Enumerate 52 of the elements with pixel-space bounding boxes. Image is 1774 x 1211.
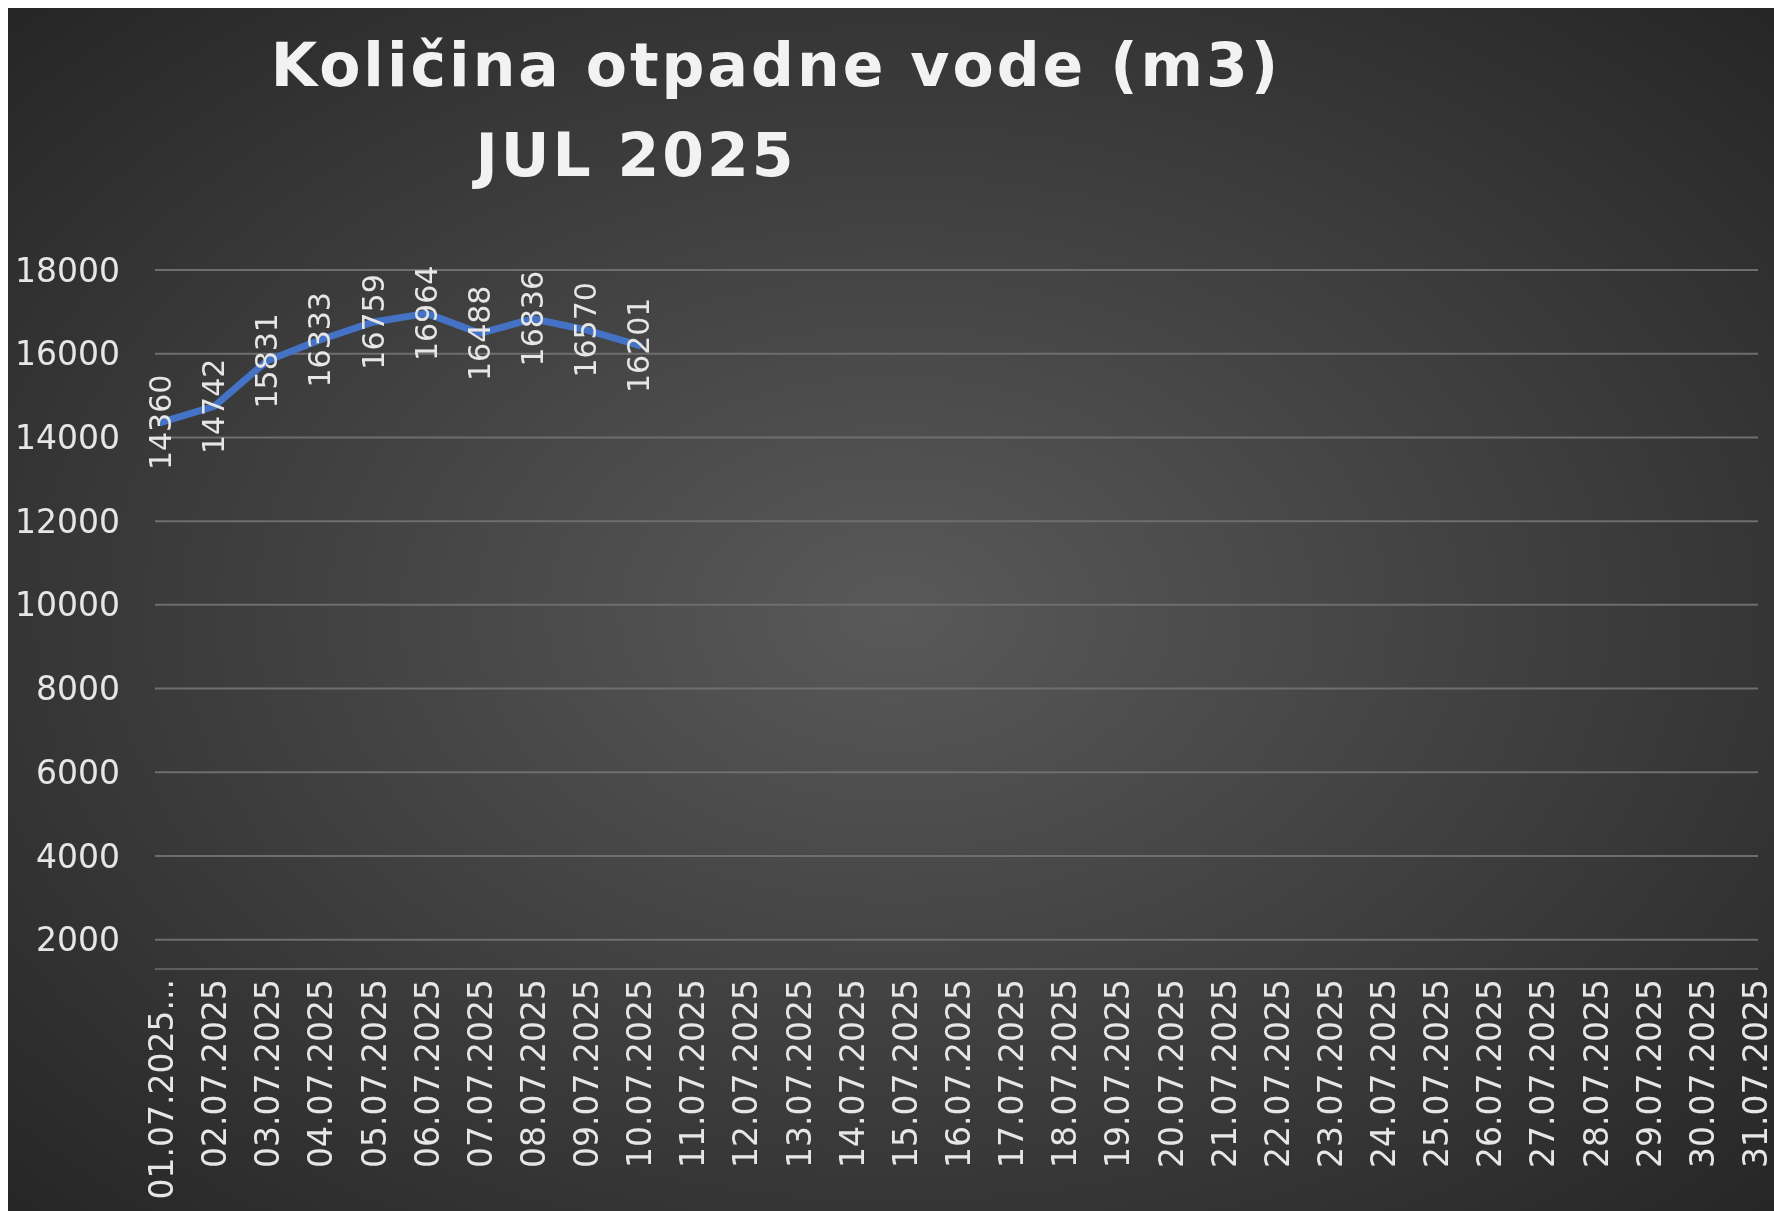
data-label: 16333 (302, 292, 338, 388)
x-tick-label: 01.07.2025... (142, 979, 181, 1200)
x-tick-label: 11.07.2025 (673, 979, 713, 1168)
x-tick-label: 28.07.2025 (1576, 979, 1616, 1168)
y-tick-label: 14000 (15, 417, 120, 457)
x-tick-label: 15.07.2025 (885, 979, 925, 1168)
x-tick-label: 23.07.2025 (1310, 979, 1350, 1168)
x-tick-label: 21.07.2025 (1204, 979, 1244, 1168)
data-label: 16488 (461, 285, 497, 382)
data-label: 15831 (249, 313, 285, 409)
data-label: 16759 (355, 274, 391, 370)
y-tick-label: 12000 (15, 501, 120, 541)
data-label: 16570 (568, 282, 604, 378)
x-tick-label: 22.07.2025 (1257, 979, 1297, 1168)
chart-title: Količina otpadne vode (m3) (270, 30, 1282, 100)
y-tick-label: 4000 (36, 836, 120, 876)
x-tick-label: 25.07.2025 (1417, 979, 1457, 1168)
chart-subtitle: JUL 2025 (471, 120, 797, 190)
x-tick-label: 05.07.2025 (354, 979, 394, 1168)
data-label: 16836 (514, 271, 550, 367)
data-label: 14742 (196, 358, 232, 455)
data-label: 14360 (143, 374, 178, 471)
x-tick-label: 16.07.2025 (939, 979, 978, 1168)
x-tick-label: 09.07.2025 (567, 979, 607, 1168)
y-tick-label: 10000 (15, 585, 120, 625)
y-tick-label: 6000 (36, 752, 120, 792)
x-tick-label: 31.07.2025 (1736, 979, 1774, 1168)
x-tick-label: 20.07.2025 (1151, 979, 1191, 1168)
x-tick-label: 14.07.2025 (832, 979, 872, 1168)
x-tick-label: 24.07.2025 (1364, 979, 1404, 1168)
x-tick-label: 03.07.2025 (248, 979, 288, 1168)
x-tick-label: 13.07.2025 (779, 979, 819, 1168)
x-tick-label: 18.07.2025 (1045, 979, 1085, 1168)
x-tick-label: 29.07.2025 (1629, 979, 1669, 1168)
x-tick-label: 17.07.2025 (992, 979, 1032, 1168)
x-tick-label: 19.07.2025 (1098, 979, 1138, 1168)
y-tick-label: 8000 (36, 669, 120, 709)
x-tick-label: 08.07.2025 (513, 979, 553, 1168)
x-tick-label: 04.07.2025 (301, 979, 341, 1168)
x-tick-label: 02.07.2025 (195, 979, 235, 1168)
y-tick-label: 18000 (15, 250, 120, 290)
y-tick-label: 2000 (36, 920, 120, 960)
x-tick-label: 26.07.2025 (1470, 979, 1510, 1168)
x-tick-label: 12.07.2025 (726, 979, 766, 1168)
x-tick-label: 10.07.2025 (620, 979, 660, 1168)
x-tick-label: 27.07.2025 (1523, 979, 1563, 1168)
x-tick-label: 30.07.2025 (1682, 979, 1722, 1168)
y-tick-label: 16000 (15, 334, 120, 374)
x-tick-label: 06.07.2025 (407, 979, 447, 1168)
data-label: 16964 (408, 265, 444, 362)
data-label: 16201 (621, 297, 657, 394)
x-tick-label: 07.07.2025 (460, 979, 500, 1168)
